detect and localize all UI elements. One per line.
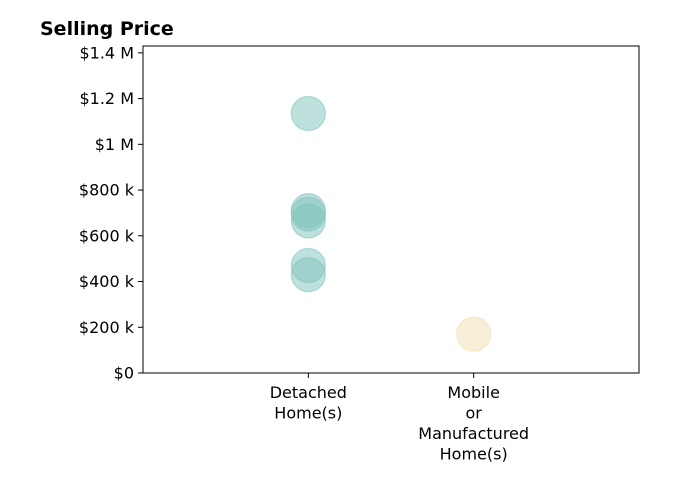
y-tick-label: $0 bbox=[114, 364, 134, 383]
x-tick-label: Mobile or Manufactured Home(s) bbox=[418, 383, 529, 464]
plot-frame bbox=[142, 45, 640, 374]
y-tick-label: $1.4 M bbox=[79, 43, 134, 62]
y-tick-label: $800 k bbox=[79, 181, 135, 200]
y-tick-label: $1.2 M bbox=[79, 89, 134, 108]
y-tick-label: $600 k bbox=[79, 226, 135, 245]
x-axis: Detached Home(s) Mobile or Manufactured Home(… bbox=[270, 373, 529, 464]
data-point bbox=[290, 95, 326, 132]
y-tick-label: $1 M bbox=[95, 135, 134, 154]
y-tick-label: $200 k bbox=[79, 318, 135, 337]
y-tick-label: $400 k bbox=[79, 272, 135, 291]
points-layer bbox=[290, 95, 492, 352]
data-point bbox=[290, 203, 326, 239]
y-axis: $0 $200 k $400 k $600 k $800 k $1 M $1.2 M $1.4… bbox=[79, 43, 143, 383]
data-point bbox=[456, 316, 492, 352]
x-tick-label: Detached Home(s) bbox=[270, 383, 347, 423]
data-point bbox=[290, 257, 326, 293]
chart-title: Selling Price bbox=[40, 18, 174, 40]
